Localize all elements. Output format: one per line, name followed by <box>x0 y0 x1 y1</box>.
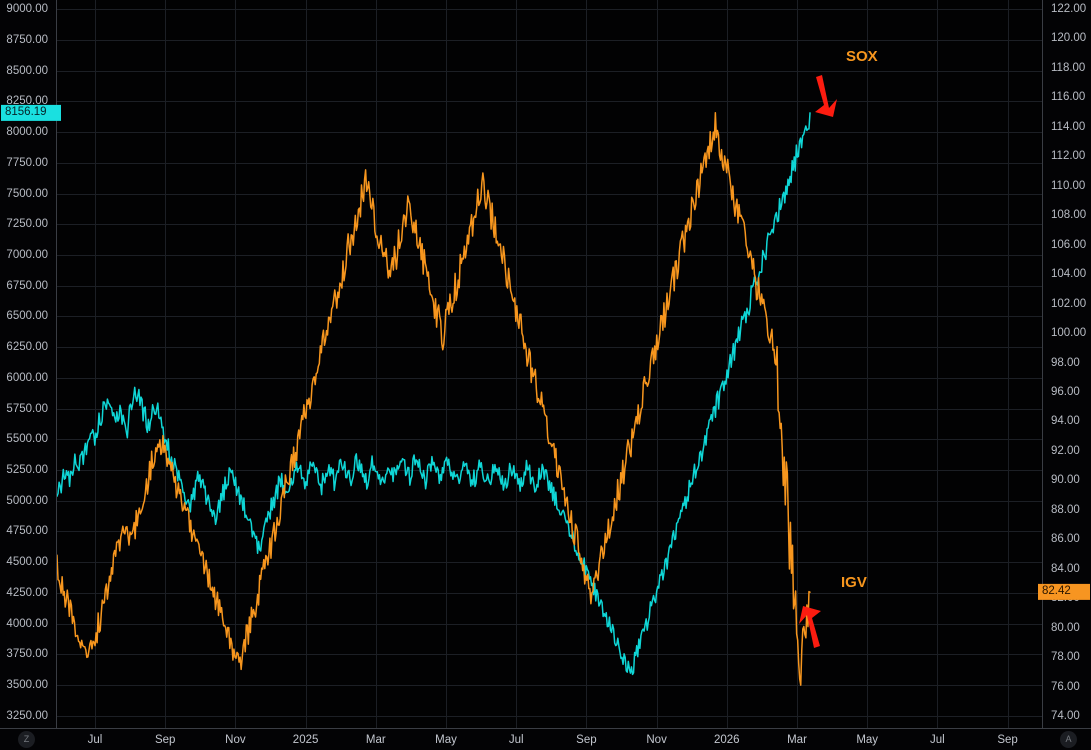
price-tick-right: 98.00 <box>1051 356 1080 369</box>
sox-series-label: SOX <box>846 48 878 65</box>
price-tick-right: 84.00 <box>1051 562 1080 575</box>
time-tick: Sep <box>576 733 597 746</box>
price-axis-right[interactable]: 122.00 120.00 118.00 116.00 114.00 112.00 110.… <box>1043 0 1091 728</box>
price-tick-left: 5750.00 <box>6 402 48 415</box>
sox-down-arrow-icon <box>815 75 837 117</box>
price-tick-right: 88.00 <box>1051 503 1080 516</box>
price-tick-right: 76.00 <box>1051 680 1080 693</box>
time-tick: Sep <box>997 733 1018 746</box>
time-tick: Nov <box>225 733 246 746</box>
time-tick: Sep <box>154 733 176 746</box>
price-tick-right: 100.00 <box>1051 327 1087 340</box>
current-price-badge-igv: 82.42 <box>1038 584 1090 601</box>
price-tick-left: 3500.00 <box>6 678 48 691</box>
time-tick: 2026 <box>714 733 740 746</box>
price-tick-left: 7000.00 <box>6 248 48 261</box>
price-tick-left: 4000.00 <box>6 617 48 630</box>
time-tick: Nov <box>646 733 667 746</box>
price-tick-left: 5250.00 <box>6 463 48 476</box>
igv-series-label: IGV <box>841 574 867 591</box>
price-tick-right: 114.00 <box>1051 120 1086 133</box>
time-tick: Jul <box>87 733 103 746</box>
horizontal-gridlines <box>57 9 1043 717</box>
time-tick: Jul <box>508 733 524 746</box>
chart-plot-area[interactable] <box>57 0 1043 728</box>
price-tick-right: 94.00 <box>1051 415 1080 428</box>
price-tick-left: 6500.00 <box>6 310 48 323</box>
price-tick-left: 7500.00 <box>6 187 48 200</box>
time-tick: 2025 <box>292 733 319 746</box>
chart-canvas <box>57 0 1043 728</box>
time-tick: Jul <box>930 733 945 746</box>
price-tick-right: 118.00 <box>1051 61 1086 74</box>
price-tick-left: 7250.00 <box>6 218 48 231</box>
right-axis-divider <box>1042 0 1043 728</box>
left-axis-divider <box>56 0 57 728</box>
price-tick-right: 112.00 <box>1051 150 1086 163</box>
price-tick-left: 3750.00 <box>6 648 48 661</box>
series-line-igv <box>57 111 811 686</box>
time-tick: May <box>856 733 879 746</box>
auto-scale-a-button[interactable]: A <box>1060 731 1077 748</box>
price-tick-right: 78.00 <box>1051 651 1080 664</box>
time-axis-divider <box>0 728 1091 729</box>
price-tick-right: 116.00 <box>1051 91 1086 104</box>
price-tick-right: 108.00 <box>1051 209 1087 222</box>
price-tick-left: 8750.00 <box>6 33 48 46</box>
price-tick-right: 122.00 <box>1051 2 1087 15</box>
price-tick-left: 8500.00 <box>6 64 48 77</box>
price-tick-left: 3250.00 <box>6 709 48 722</box>
price-tick-right: 102.00 <box>1051 297 1087 310</box>
price-tick-left: 5000.00 <box>6 494 48 507</box>
price-tick-left: 6750.00 <box>6 279 48 292</box>
price-tick-right: 86.00 <box>1051 533 1080 546</box>
igv-up-arrow-icon <box>799 606 821 648</box>
price-axis-left[interactable]: 9000.00 8750.00 8500.00 8250.00 8000.00 7750.… <box>0 0 56 728</box>
price-tick-right: 74.00 <box>1051 710 1080 723</box>
price-tick-right: 80.00 <box>1051 621 1080 634</box>
price-tick-left: 5500.00 <box>6 433 48 446</box>
time-tick: Mar <box>365 733 386 746</box>
time-tick: Mar <box>787 733 807 746</box>
price-tick-left: 9000.00 <box>6 3 48 16</box>
time-tick: May <box>435 733 457 746</box>
price-tick-left: 4500.00 <box>6 556 48 569</box>
price-tick-right: 96.00 <box>1051 386 1080 398</box>
price-tick-right: 92.00 <box>1051 444 1080 457</box>
price-tick-left: 6250.00 <box>6 341 48 354</box>
time-axis[interactable]: Jul Sep Nov 2025 Mar May Jul Sep Nov 2026 Mar May Ju… <box>0 729 1091 750</box>
price-tick-left: 4750.00 <box>6 525 48 538</box>
price-tick-left: 7750.00 <box>6 156 48 169</box>
price-tick-left: 4250.00 <box>6 586 48 599</box>
price-tick-left: 8250.00 <box>6 95 48 108</box>
price-tick-left: 8000.00 <box>6 126 48 139</box>
price-tick-right: 110.00 <box>1051 179 1086 192</box>
current-price-badge-sox: 8156.19 <box>1 104 61 121</box>
price-tick-right: 104.00 <box>1051 268 1087 281</box>
price-tick-right: 120.00 <box>1051 32 1087 45</box>
price-tick-right: 90.00 <box>1051 474 1080 487</box>
series-line-sox <box>57 112 811 676</box>
reset-scale-z-button[interactable]: Z <box>18 731 35 748</box>
price-tick-left: 6000.00 <box>6 371 48 384</box>
price-tick-right: 106.00 <box>1051 238 1087 251</box>
vertical-gridlines <box>95 0 1009 728</box>
